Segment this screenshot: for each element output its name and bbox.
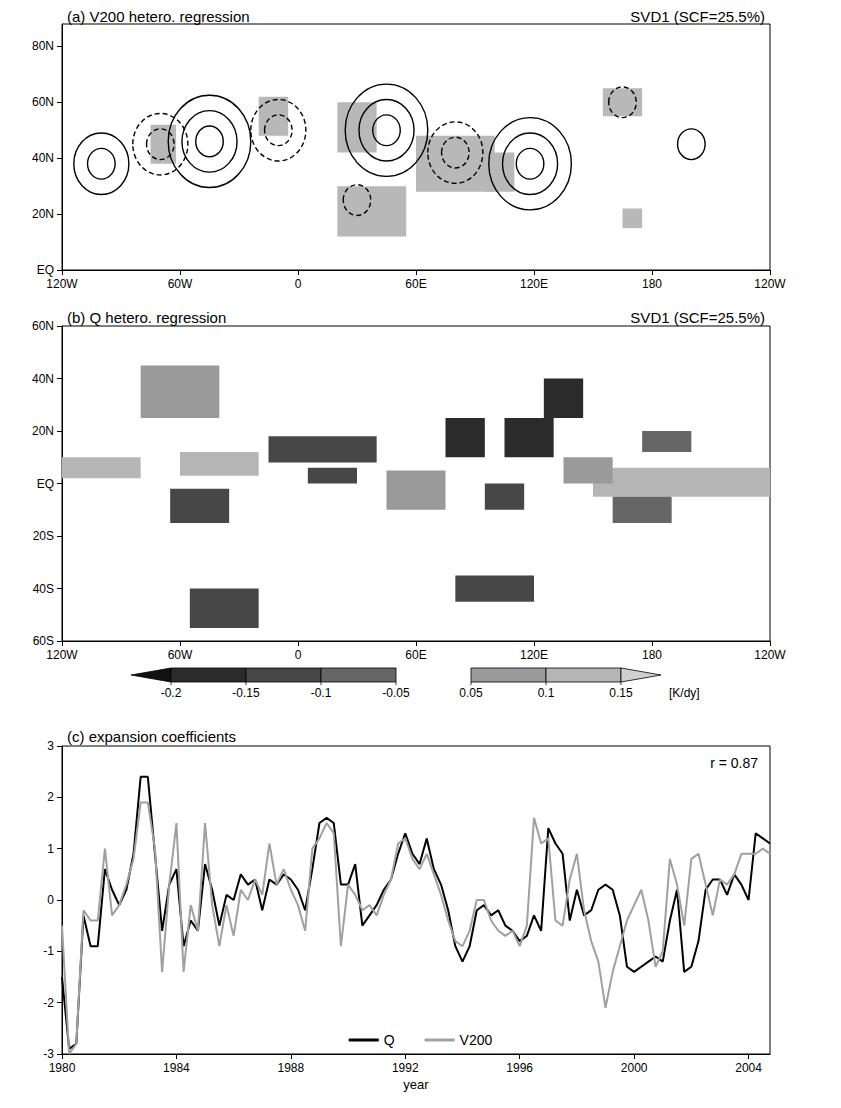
svg-text:60W: 60W (168, 277, 193, 291)
svg-text:60E: 60E (405, 648, 426, 662)
svg-text:120E: 120E (520, 648, 548, 662)
svg-text:(a) V200 hetero. regression: (a) V200 hetero. regression (67, 8, 250, 25)
svg-text:-0.05: -0.05 (382, 686, 410, 700)
svg-text:120W: 120W (46, 277, 78, 291)
svg-text:year: year (403, 1077, 429, 1092)
svg-text:0.1: 0.1 (538, 686, 555, 700)
svg-text:EQ: EQ (37, 263, 54, 277)
svg-text:120W: 120W (754, 648, 786, 662)
svg-text:80N: 80N (32, 39, 54, 53)
svg-text:V200: V200 (460, 1032, 493, 1048)
svg-text:0: 0 (295, 648, 302, 662)
svg-text:-0.2: -0.2 (161, 686, 182, 700)
svg-text:r = 0.87: r = 0.87 (710, 755, 758, 771)
svg-text:60N: 60N (32, 95, 54, 109)
svg-text:40S: 40S (33, 582, 54, 596)
svg-text:1984: 1984 (163, 1061, 190, 1075)
svg-text:120W: 120W (46, 648, 78, 662)
svg-text:0: 0 (295, 277, 302, 291)
svg-text:(b) Q hetero. regression: (b) Q hetero. regression (67, 309, 226, 326)
svg-text:120W: 120W (754, 277, 786, 291)
svg-text:20S: 20S (33, 529, 54, 543)
svg-text:1996: 1996 (506, 1061, 533, 1075)
svg-text:60S: 60S (33, 634, 54, 648)
svg-text:SVD1 (SCF=25.5%): SVD1 (SCF=25.5%) (630, 309, 765, 326)
svg-text:-1: -1 (43, 944, 54, 958)
svg-text:60E: 60E (405, 277, 426, 291)
svg-text:Q: Q (384, 1032, 395, 1048)
svg-text:0.05: 0.05 (459, 686, 483, 700)
svg-text:0.15: 0.15 (609, 686, 633, 700)
svg-text:3: 3 (47, 739, 54, 753)
svg-text:-0.1: -0.1 (311, 686, 332, 700)
svg-text:-2: -2 (43, 996, 54, 1010)
svg-text:EQ: EQ (37, 477, 54, 491)
svg-text:[K/dy]: [K/dy] (669, 686, 700, 700)
svg-text:2000: 2000 (621, 1061, 648, 1075)
svg-text:1: 1 (47, 842, 54, 856)
svg-text:-3: -3 (43, 1047, 54, 1061)
svg-text:2: 2 (47, 790, 54, 804)
svg-text:40N: 40N (32, 372, 54, 386)
svg-text:1988: 1988 (277, 1061, 304, 1075)
svg-text:-0.15: -0.15 (232, 686, 260, 700)
svg-text:180: 180 (642, 648, 662, 662)
svg-text:40N: 40N (32, 151, 54, 165)
svg-text:120E: 120E (520, 277, 548, 291)
svg-text:1992: 1992 (392, 1061, 419, 1075)
svg-text:20N: 20N (32, 424, 54, 438)
svg-text:180: 180 (642, 277, 662, 291)
svg-text:20N: 20N (32, 207, 54, 221)
svg-text:2004: 2004 (735, 1061, 762, 1075)
svg-text:(c) expansion coefficients: (c) expansion coefficients (67, 728, 236, 745)
svg-text:1980: 1980 (49, 1061, 76, 1075)
svg-text:SVD1 (SCF=25.5%): SVD1 (SCF=25.5%) (630, 8, 765, 25)
svg-text:60W: 60W (168, 648, 193, 662)
svg-text:60N: 60N (32, 319, 54, 333)
svg-text:0: 0 (47, 893, 54, 907)
